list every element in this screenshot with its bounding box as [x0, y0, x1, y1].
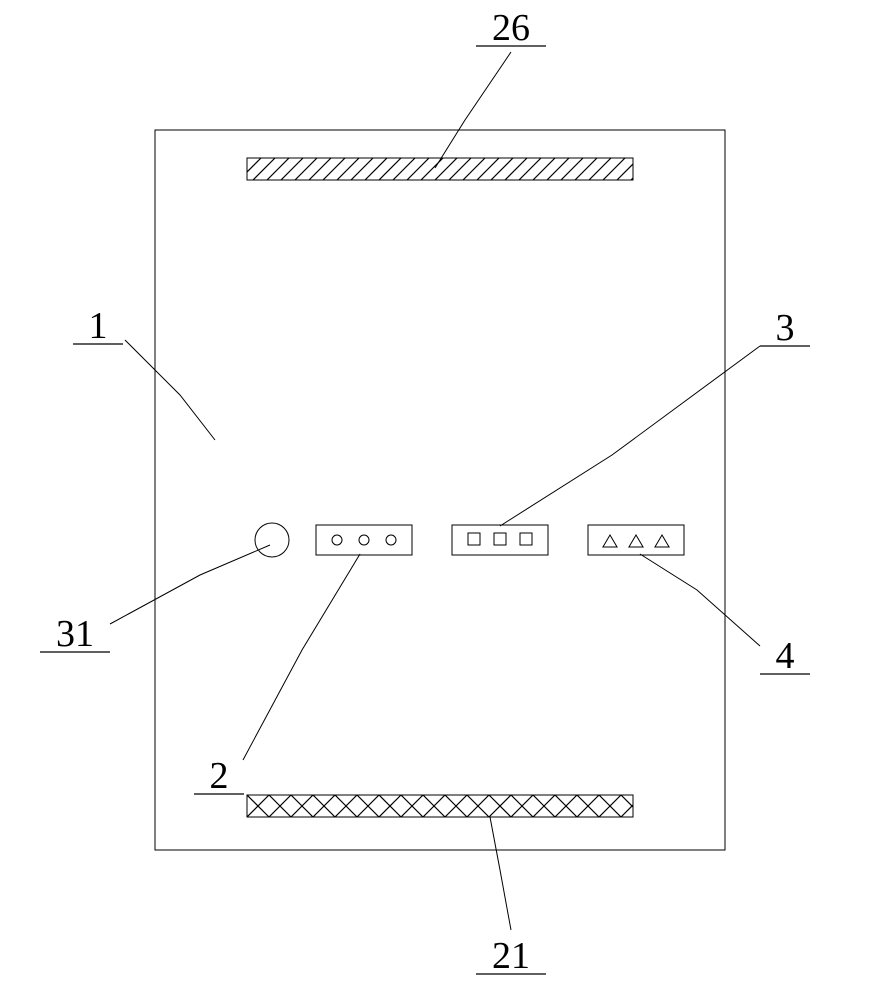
svg-text:31: 31: [56, 613, 94, 655]
bottom-cross-bar: [225, 795, 665, 817]
label-31: 31: [40, 613, 110, 655]
leader-2: [243, 554, 360, 760]
leader-31: [110, 545, 270, 624]
label-1: 1: [73, 305, 123, 347]
circle-31: [255, 523, 289, 557]
svg-text:21: 21: [492, 935, 530, 977]
main-enclosure: [155, 130, 725, 850]
rect-2: [316, 525, 412, 555]
svg-text:4: 4: [776, 635, 795, 677]
label-2: 2: [194, 755, 244, 797]
rect-3: [452, 525, 548, 555]
leader-4: [640, 554, 760, 646]
label-21: 21: [476, 935, 546, 977]
svg-text:2: 2: [210, 755, 229, 797]
leader-1: [125, 340, 215, 440]
leader-21: [490, 817, 511, 930]
label-4: 4: [760, 635, 810, 677]
label-3: 3: [760, 307, 810, 349]
svg-text:26: 26: [492, 7, 530, 49]
svg-text:3: 3: [776, 307, 795, 349]
top-hatch-bar: [225, 158, 667, 180]
svg-text:1: 1: [89, 305, 108, 347]
leader-26: [435, 52, 511, 168]
leader-3: [500, 346, 760, 526]
rect-4: [588, 525, 684, 555]
label-26: 26: [476, 7, 546, 49]
